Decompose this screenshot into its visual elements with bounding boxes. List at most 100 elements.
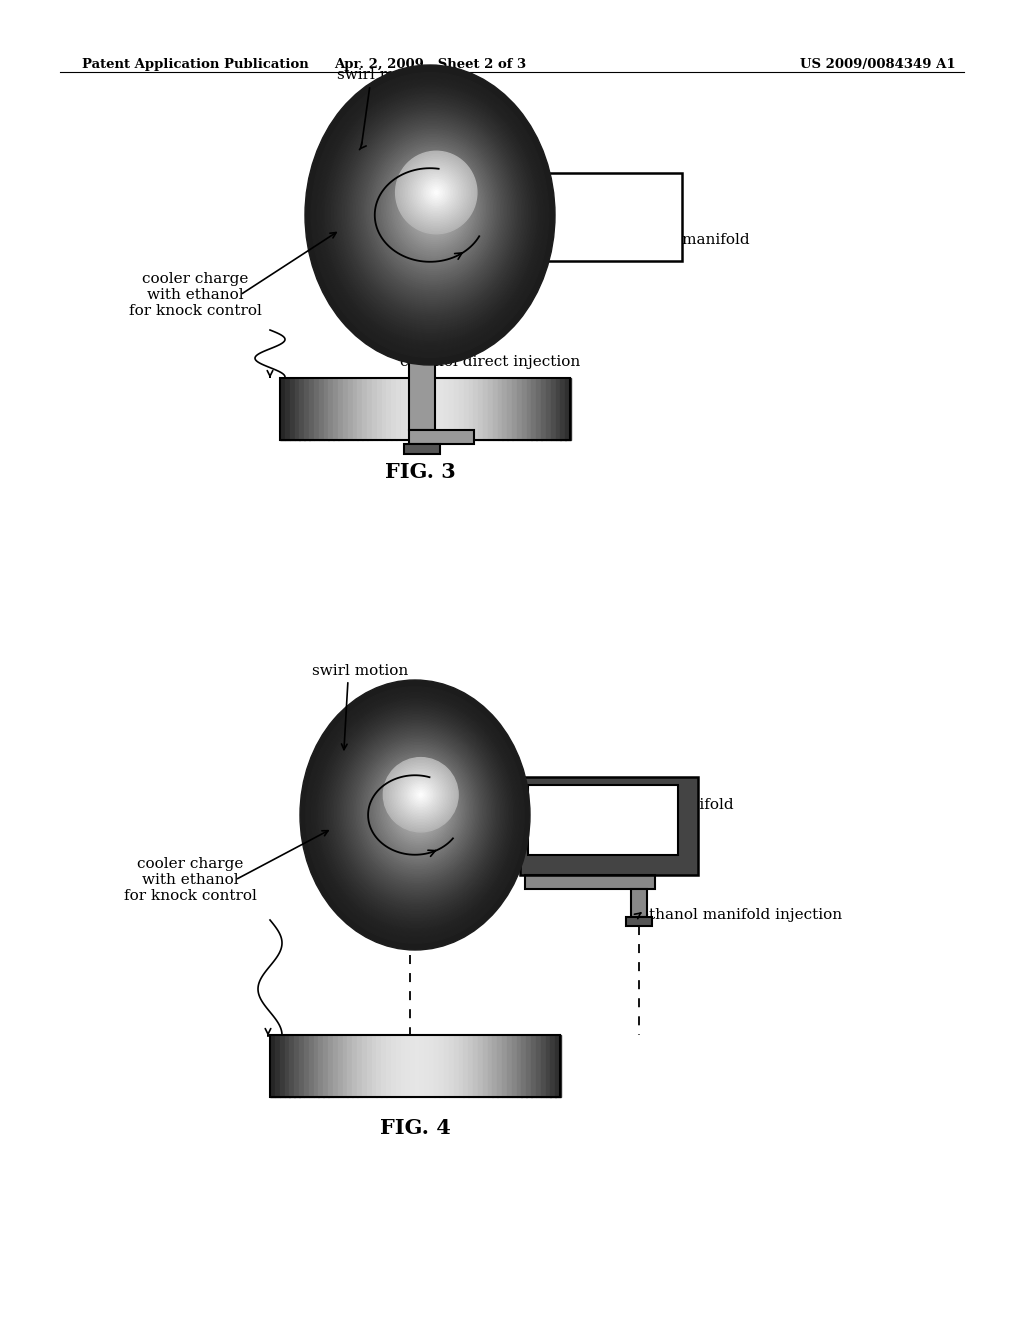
Ellipse shape — [357, 739, 477, 880]
Ellipse shape — [341, 103, 522, 321]
Bar — [449, 1035, 455, 1097]
Ellipse shape — [386, 760, 455, 829]
Bar — [555, 378, 561, 440]
Ellipse shape — [414, 787, 428, 803]
Ellipse shape — [389, 772, 450, 842]
Ellipse shape — [338, 100, 525, 325]
Bar — [377, 378, 382, 440]
Ellipse shape — [314, 75, 546, 354]
Ellipse shape — [374, 756, 464, 862]
Ellipse shape — [434, 191, 438, 194]
Bar — [463, 1035, 469, 1097]
Ellipse shape — [401, 168, 467, 246]
Bar — [478, 1035, 483, 1097]
Bar — [454, 1035, 459, 1097]
Bar — [420, 378, 426, 440]
Ellipse shape — [317, 698, 514, 929]
Bar — [503, 378, 508, 440]
Bar — [409, 430, 474, 444]
Ellipse shape — [404, 779, 437, 810]
Bar — [631, 888, 647, 917]
Ellipse shape — [412, 785, 430, 804]
Ellipse shape — [314, 696, 516, 933]
Bar — [324, 1035, 329, 1097]
Ellipse shape — [300, 680, 530, 950]
Ellipse shape — [403, 160, 469, 226]
Bar — [343, 378, 348, 440]
Ellipse shape — [327, 88, 535, 338]
Bar — [526, 378, 531, 440]
Ellipse shape — [326, 87, 537, 341]
Bar — [308, 1035, 314, 1097]
Bar — [487, 378, 494, 440]
Ellipse shape — [382, 147, 485, 271]
Ellipse shape — [410, 792, 431, 818]
Ellipse shape — [365, 128, 501, 292]
Bar — [372, 378, 377, 440]
Bar — [493, 378, 498, 440]
Ellipse shape — [399, 783, 440, 830]
Bar — [546, 1035, 551, 1097]
Text: Apr. 2, 2009   Sheet 2 of 3: Apr. 2, 2009 Sheet 2 of 3 — [334, 58, 526, 71]
Bar — [411, 1035, 416, 1097]
Ellipse shape — [307, 688, 523, 941]
Ellipse shape — [395, 161, 473, 253]
Ellipse shape — [427, 193, 444, 215]
Ellipse shape — [401, 775, 440, 814]
Ellipse shape — [406, 161, 467, 224]
Bar — [367, 1035, 372, 1097]
Bar — [521, 378, 527, 440]
Ellipse shape — [368, 131, 498, 288]
Ellipse shape — [418, 183, 454, 226]
Ellipse shape — [375, 758, 462, 859]
Bar — [469, 378, 474, 440]
Ellipse shape — [332, 713, 501, 912]
Ellipse shape — [386, 770, 452, 846]
Ellipse shape — [313, 694, 518, 935]
Ellipse shape — [391, 766, 451, 825]
Ellipse shape — [317, 79, 543, 350]
Bar — [434, 378, 440, 440]
Text: ethanol manifold injection: ethanol manifold injection — [640, 908, 842, 921]
Ellipse shape — [389, 154, 478, 261]
Ellipse shape — [433, 189, 439, 195]
Ellipse shape — [329, 91, 534, 337]
Bar — [493, 1035, 498, 1097]
Ellipse shape — [400, 156, 472, 228]
Bar — [362, 378, 368, 440]
Bar — [338, 1035, 343, 1097]
Ellipse shape — [374, 137, 493, 280]
Ellipse shape — [412, 177, 459, 234]
Ellipse shape — [396, 779, 442, 834]
Ellipse shape — [359, 741, 476, 879]
Bar — [473, 1035, 478, 1097]
Bar — [521, 1035, 526, 1097]
Bar — [377, 1035, 382, 1097]
Bar — [537, 378, 542, 440]
Ellipse shape — [409, 174, 462, 238]
Bar — [357, 378, 362, 440]
Ellipse shape — [431, 187, 441, 198]
Bar — [280, 378, 570, 440]
Ellipse shape — [321, 701, 511, 925]
Ellipse shape — [399, 774, 441, 816]
Bar — [274, 1035, 281, 1097]
Ellipse shape — [400, 165, 469, 247]
Ellipse shape — [362, 127, 503, 294]
Ellipse shape — [385, 767, 453, 847]
Bar — [304, 378, 309, 440]
Ellipse shape — [430, 186, 442, 199]
Bar — [425, 1035, 430, 1097]
Ellipse shape — [417, 791, 425, 799]
Bar — [420, 1035, 425, 1097]
Ellipse shape — [333, 714, 500, 911]
Bar — [555, 1035, 560, 1097]
Ellipse shape — [344, 107, 519, 317]
Bar — [525, 875, 655, 888]
Ellipse shape — [352, 734, 483, 887]
Ellipse shape — [385, 759, 457, 830]
Ellipse shape — [402, 158, 470, 227]
Ellipse shape — [392, 157, 475, 257]
Bar — [382, 378, 387, 440]
Ellipse shape — [323, 84, 539, 345]
